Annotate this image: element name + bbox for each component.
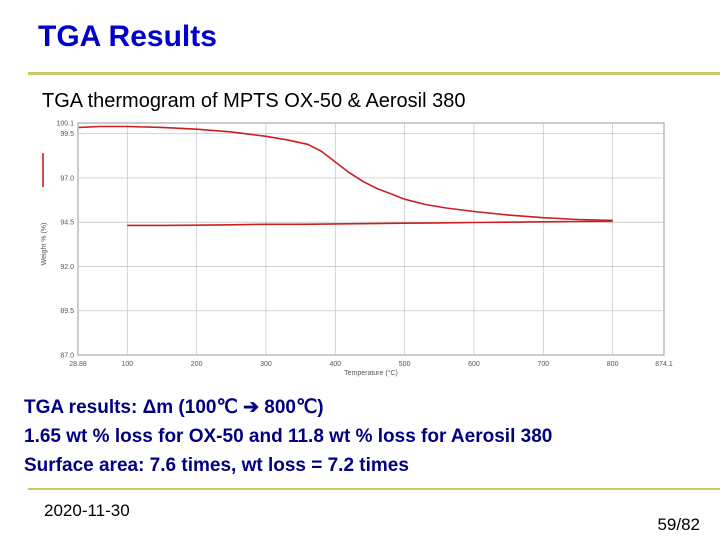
x-tick-label: 28.88 (69, 361, 87, 368)
x-tick-label: 800 (607, 361, 619, 368)
x-tick-label: 100 (121, 361, 133, 368)
x-tick-label: 874.1 (655, 361, 673, 368)
footer-divider (28, 488, 720, 490)
results-line-surface: Surface area: 7.6 times, wt loss = 7.2 t… (24, 455, 409, 476)
series-line-1 (78, 125, 613, 222)
title-divider (28, 72, 720, 75)
plot-area (77, 122, 665, 356)
x-tick-label: 700 (537, 361, 549, 368)
slide-title: TGA Results (38, 20, 217, 53)
x-tick-label: 300 (260, 361, 272, 368)
y-tick-label: 92.0 (60, 264, 74, 271)
y-tick-label: 94.5 (60, 220, 74, 227)
page-number: 59/82 (657, 515, 700, 534)
results-line-loss: 1.65 wt % loss for OX-50 and 11.8 wt % l… (24, 426, 553, 447)
y-axis-label: Weight % (%) (41, 223, 48, 266)
chart-caption: TGA thermogram of MPTS OX-50 & Aerosil 3… (42, 90, 466, 112)
y-tick-label: 87.0 (60, 353, 74, 360)
y-tick-label: 89.5 (60, 308, 74, 315)
slide-date: 2020-11-30 (44, 501, 130, 520)
x-tick-label: 200 (191, 361, 203, 368)
y-tick-label: 99.5 (60, 131, 74, 138)
y-tick-label: 97.0 (60, 175, 74, 182)
tga-chart-svg: 28.88 100 200 300 400 500 600 700 800 874.1 87.0 89… (41, 121, 673, 378)
results-text: TGA results: Δm (100℃ ➔ 800℃) 1.65 wt % … (24, 393, 552, 480)
tga-chart: 28.88 100 200 300 400 500 600 700 800 874.1 87.0 89… (34, 115, 684, 378)
x-axis-label: Temperature (°C) (344, 369, 398, 377)
y-tick-label: 100.1 (56, 121, 74, 128)
x-tick-label: 400 (329, 361, 341, 368)
x-tick-label: 600 (468, 361, 480, 368)
results-line-delta: TGA results: Δm (100℃ ➔ 800℃) (24, 397, 324, 418)
series-line-2 (127, 220, 613, 227)
x-tick-label: 500 (399, 361, 411, 368)
